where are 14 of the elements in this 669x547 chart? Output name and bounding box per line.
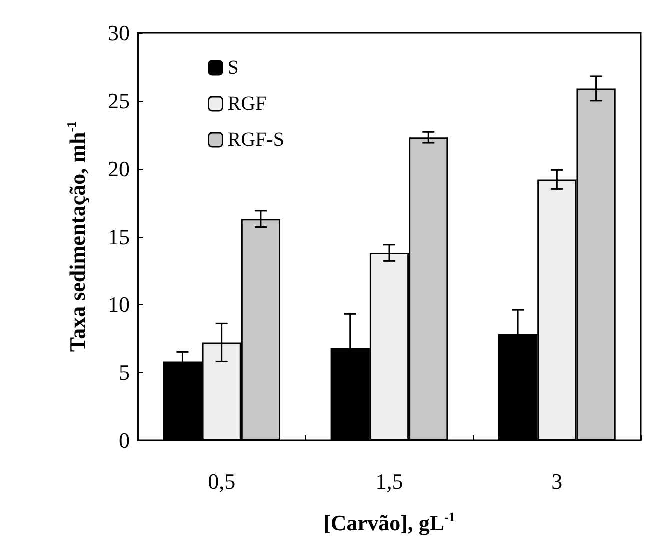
y-tick-label: 15	[108, 224, 130, 250]
x-tick-label: 0,5	[208, 469, 236, 494]
legend-label: S	[228, 57, 239, 79]
y-tick-label: 5	[119, 360, 130, 386]
y-tick-label: 25	[108, 88, 130, 114]
y-tick-label: 30	[108, 20, 130, 46]
y-tick-label: 0	[119, 428, 130, 453]
legend-label: RGF	[228, 93, 267, 115]
y-axis-title: Taxa sedimentação, mh-1	[64, 121, 90, 352]
x-tick-label: 3	[552, 469, 563, 494]
y-tick-label: 20	[108, 156, 130, 182]
x-tick-label: 1,5	[376, 469, 404, 494]
legend-label: RGF-S	[228, 129, 284, 151]
y-tick-label: 10	[108, 292, 130, 318]
